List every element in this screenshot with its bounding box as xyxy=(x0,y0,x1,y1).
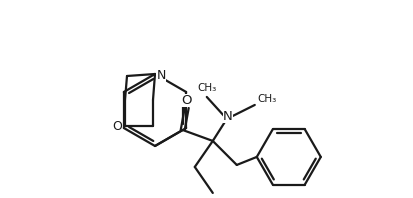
Text: N: N xyxy=(222,110,232,123)
Text: O: O xyxy=(112,120,122,132)
Text: CH₃: CH₃ xyxy=(197,83,216,93)
Text: N: N xyxy=(156,69,165,82)
Text: O: O xyxy=(181,93,192,107)
Text: CH₃: CH₃ xyxy=(256,94,276,104)
